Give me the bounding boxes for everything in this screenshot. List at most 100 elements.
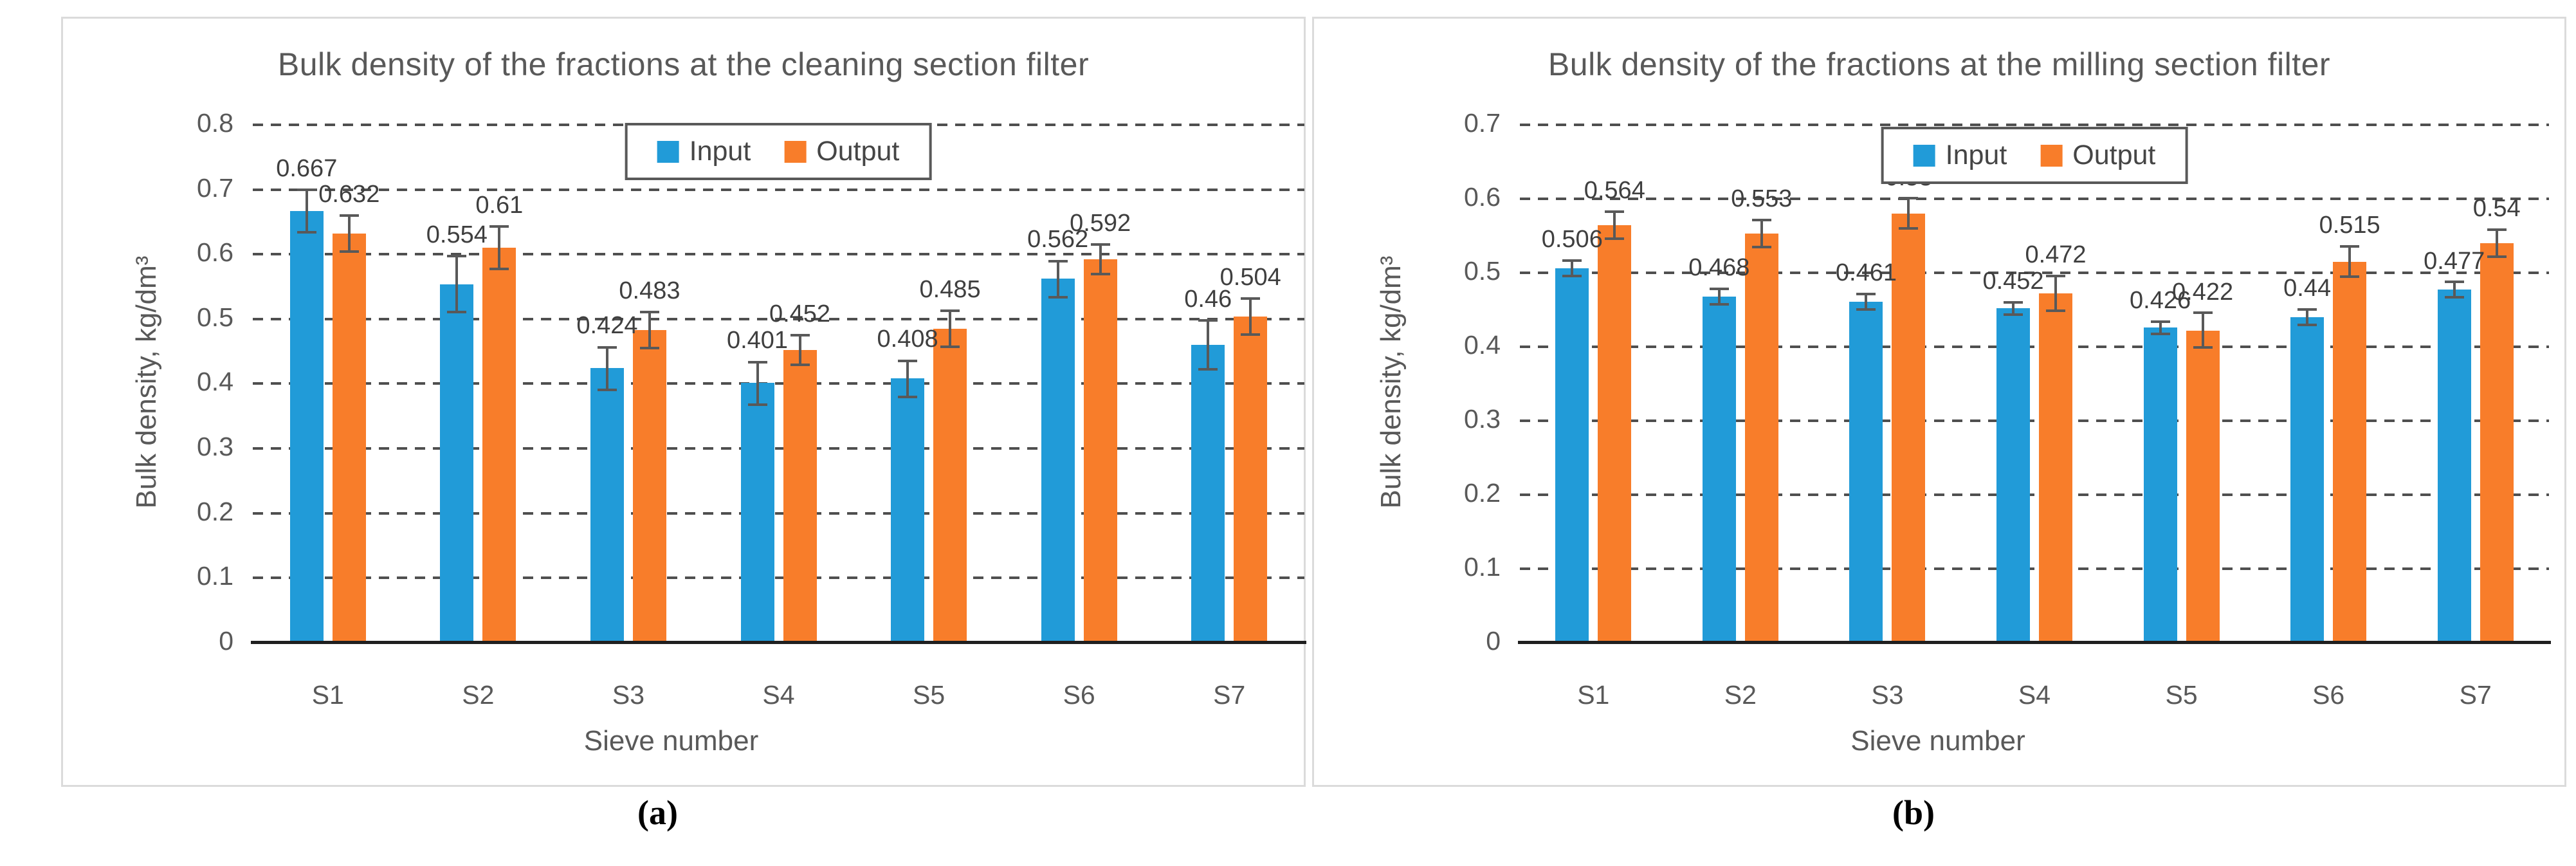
bar-value-label: 0.553 — [1731, 185, 1793, 212]
x-tick-label: S5 — [2165, 680, 2198, 710]
bar-value-label: 0.485 — [919, 276, 981, 303]
bar-output-s5 — [2186, 331, 2220, 643]
x-tick-label: S6 — [2312, 680, 2345, 710]
bar-output-s2 — [1744, 234, 1778, 643]
input-series-swatch-icon — [657, 140, 679, 163]
grid-line — [1520, 345, 2549, 348]
y-tick-label: 0.2 — [1464, 478, 1501, 508]
error-bar — [1709, 288, 1729, 306]
error-bar — [2297, 308, 2317, 326]
output-series-swatch-icon — [2040, 144, 2063, 167]
grid-line — [1520, 419, 2549, 422]
bar-input-s6 — [1041, 279, 1075, 643]
y-tick-label: 0.2 — [197, 497, 233, 526]
legend: Input Output — [625, 123, 932, 180]
error-bar — [597, 346, 617, 391]
bar-value-label: 0.515 — [2319, 212, 2380, 239]
x-tick-label: S7 — [1213, 680, 1246, 710]
error-bar — [339, 214, 359, 253]
bar-output-s1 — [1598, 225, 1632, 643]
panel-caption-b: (b) — [1892, 793, 1935, 832]
error-bar — [2193, 311, 2213, 349]
bar-value-label: 0.504 — [1219, 264, 1281, 291]
grid-line — [253, 512, 1304, 515]
y-tick-label: 0.8 — [197, 108, 233, 138]
legend-label-output: Output — [2072, 140, 2156, 170]
x-tick-label: S4 — [2018, 680, 2051, 710]
grid-line — [253, 382, 1304, 385]
grid-line — [253, 318, 1304, 320]
bar-value-label: 0.472 — [2025, 241, 2087, 268]
bar-value-label: 0.44 — [2283, 275, 2332, 302]
bar-output-s2 — [482, 248, 516, 643]
bar-value-label: 0.562 — [1027, 226, 1089, 253]
error-bar — [940, 309, 960, 348]
bar-output-s6 — [1083, 259, 1117, 643]
chart-title: Bulk density of the fractions at the cle… — [277, 46, 1090, 82]
legend: Input Output — [1881, 127, 2188, 184]
error-bar — [2004, 301, 2023, 316]
legend-entry-input: Input — [1913, 140, 2007, 171]
bar-input-s1 — [1555, 268, 1589, 643]
error-bar — [447, 255, 467, 313]
bar-output-s4 — [783, 350, 817, 643]
x-tick-label: S5 — [912, 680, 945, 710]
error-bar — [1562, 259, 1582, 277]
bar-input-s4 — [740, 383, 774, 643]
y-tick-label: 0.6 — [197, 237, 233, 267]
bar-output-s3 — [1892, 214, 1926, 643]
legend-entry-input: Input — [657, 136, 751, 167]
y-tick-label: 0.7 — [1464, 108, 1501, 138]
x-tick-label: S7 — [2459, 680, 2492, 710]
legend-label-output: Output — [816, 136, 900, 167]
legend-entry-output: Output — [784, 136, 899, 167]
y-tick-label: 0.4 — [1464, 330, 1501, 360]
bar-value-label: 0.61 — [475, 192, 524, 219]
error-bar — [2340, 245, 2360, 278]
bar-output-s7 — [1234, 317, 1268, 643]
bar-value-label: 0.564 — [1584, 177, 1645, 204]
grid-line — [253, 576, 1304, 579]
bar-input-s7 — [1191, 345, 1225, 643]
x-axis-line — [1518, 641, 2551, 644]
x-tick-label: S3 — [612, 680, 644, 710]
x-tick-label: S3 — [1871, 680, 1904, 710]
bar-input-s7 — [2437, 290, 2471, 643]
bar-value-label: 0.422 — [2172, 279, 2234, 306]
bar-input-s6 — [2290, 317, 2325, 643]
grid-line — [1520, 124, 2549, 126]
x-tick-label: S1 — [311, 680, 344, 710]
plot-area: 0 0.1 0.2 0.3 0.4 0.5 0.6 0.7 0.506 0.564 S1 0.468 0… — [1464, 110, 2551, 710]
x-tick-label: S4 — [762, 680, 795, 710]
error-bar — [1090, 243, 1110, 275]
y-tick-label: 0.3 — [197, 432, 233, 461]
x-tick-label: S6 — [1063, 680, 1095, 710]
error-bar — [2046, 275, 2065, 312]
error-bar — [1241, 297, 1261, 336]
bar-value-label: 0.426 — [2130, 287, 2191, 314]
error-bar — [489, 225, 509, 270]
bar-value-label: 0.632 — [318, 181, 380, 208]
error-bar — [1856, 293, 1876, 311]
error-bar — [747, 361, 767, 406]
error-bar — [790, 334, 810, 366]
bar-value-label: 0.554 — [426, 221, 488, 248]
grid-line — [253, 189, 1304, 191]
bar-value-label: 0.424 — [576, 312, 638, 339]
bar-output-s1 — [332, 234, 366, 643]
input-series-swatch-icon — [1913, 144, 1935, 167]
grid-line — [1520, 493, 2549, 496]
y-tick-label: 0.4 — [197, 367, 233, 396]
grid-line — [253, 447, 1304, 450]
bar-input-s5 — [891, 378, 925, 643]
panel-caption-a: (a) — [637, 793, 678, 832]
bar-input-s4 — [1996, 308, 2030, 643]
plot-area: 0 0.1 0.2 0.3 0.4 0.5 0.6 0.7 0.8 0.667 0.632 S1 0.5… — [197, 110, 1306, 710]
bar-value-label: 0.401 — [726, 327, 789, 354]
error-bar — [2487, 228, 2507, 258]
error-bar — [1899, 197, 1919, 230]
y-tick-label: 0.5 — [197, 302, 233, 332]
error-bar — [297, 189, 316, 234]
y-tick-label: 0.5 — [1464, 256, 1501, 286]
